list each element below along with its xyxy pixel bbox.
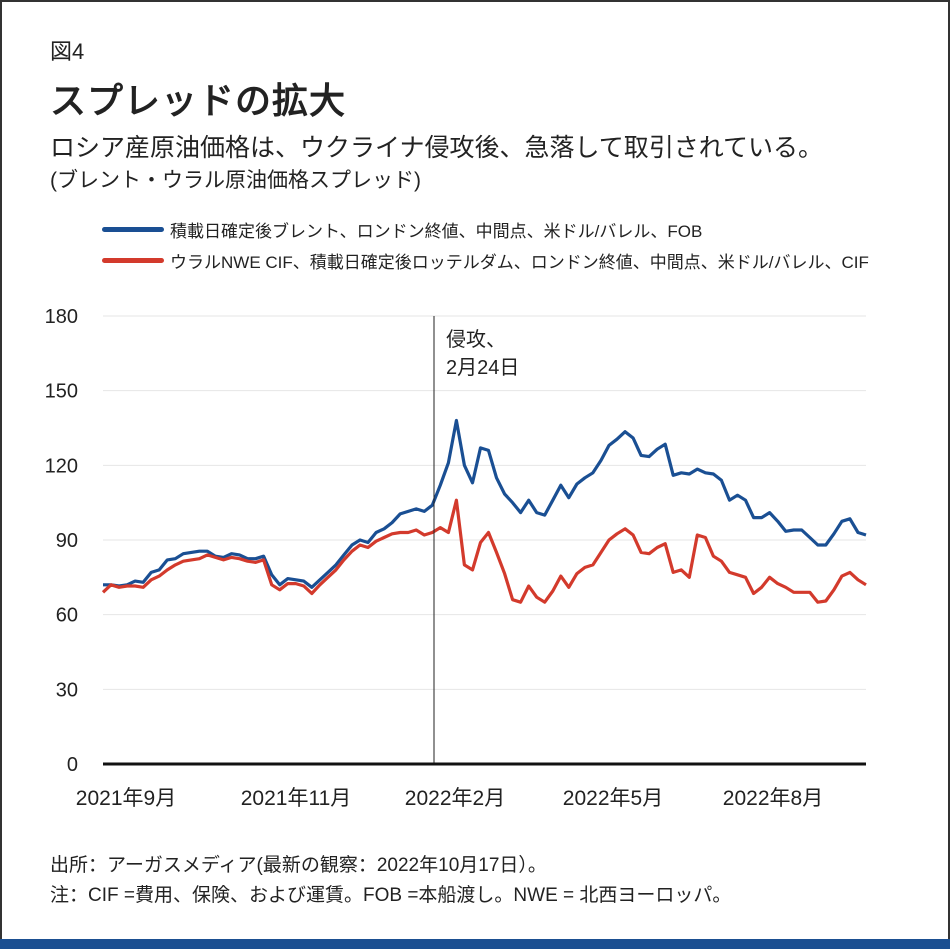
legend-label-urals: ウラルNWE CIF、積載日確定後ロッテルダム、ロンドン終値、中間点、米ドル/バ… bbox=[170, 253, 869, 272]
x-tick-label: 2021年11月 bbox=[241, 787, 352, 810]
legend-item-brent: 積載日確定後ブレント、ロンドン終値、中間点、米ドル/バレル、FOB bbox=[102, 217, 702, 242]
y-tick-label: 180 bbox=[45, 306, 78, 328]
legend-swatch-brent bbox=[102, 227, 164, 232]
series-line-brent bbox=[103, 418, 867, 589]
series-line-urals bbox=[101, 498, 867, 604]
x-tick-label: 2022年2月 bbox=[405, 787, 505, 810]
y-tick-label: 0 bbox=[67, 754, 78, 776]
y-tick-label: 90 bbox=[56, 530, 78, 552]
y-tick-label: 120 bbox=[45, 455, 78, 477]
legend-item-urals: ウラルNWE CIF、積載日確定後ロッテルダム、ロンドン終値、中間点、米ドル/バ… bbox=[102, 248, 869, 273]
x-tick-label: 2022年5月 bbox=[563, 787, 663, 810]
chart-title: スプレッドの拡大 bbox=[50, 80, 347, 121]
figure-label: 図4 bbox=[50, 39, 85, 64]
y-tick-label: 30 bbox=[56, 679, 78, 701]
source-note: 出所：アーガスメディア(最新の観察：2022年10月17日）。 bbox=[50, 855, 547, 876]
legend-label-brent: 積載日確定後ブレント、ロンドン終値、中間点、米ドル/バレル、FOB bbox=[170, 222, 703, 241]
chart-svg: 0 30 60 90 120 150 180 2021年9月 2021年11月 2022年2月 2… bbox=[45, 306, 867, 810]
footnote: 注：CIF =費用、保険、および運賃。FOB =本船渡し。NWE = 北西ヨーロ… bbox=[50, 885, 732, 906]
legend-swatch-urals bbox=[102, 258, 164, 263]
annotation-line-2: 2月24日 bbox=[446, 357, 519, 379]
x-tick-label: 2021年9月 bbox=[76, 787, 176, 810]
y-tick-label: 60 bbox=[56, 605, 78, 627]
x-tick-label: 2022年8月 bbox=[723, 787, 823, 810]
y-tick-label: 150 bbox=[45, 381, 78, 403]
chart-subtitle-2: (ブレント・ウラル原油価格スプレッド) bbox=[50, 169, 421, 192]
annotation-line-1: 侵攻、 bbox=[446, 328, 506, 351]
bottom-accent-bar bbox=[0, 939, 950, 949]
chart-subtitle: ロシア産原油価格は、ウクライナ侵攻後、急落して取引されている。 bbox=[50, 134, 824, 162]
